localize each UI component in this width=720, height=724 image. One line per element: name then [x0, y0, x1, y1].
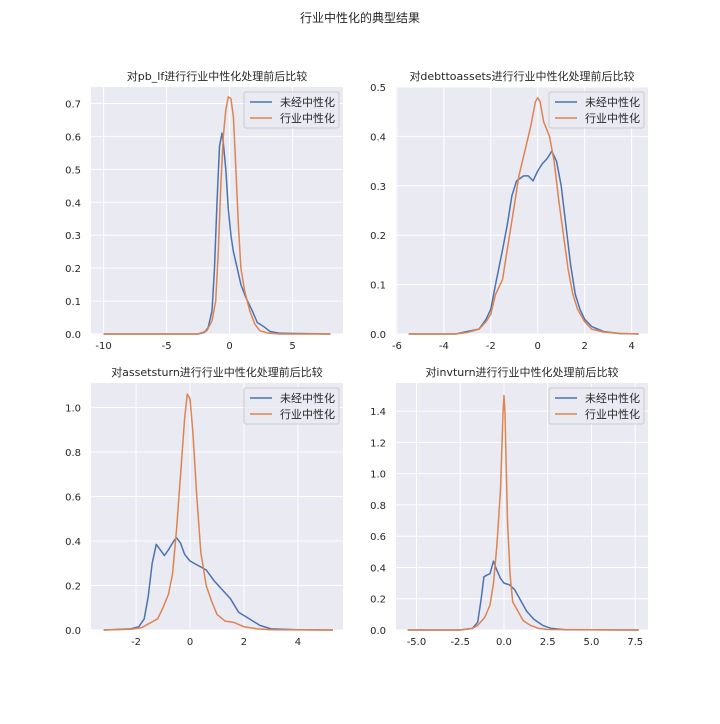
x-tick-label: 2	[241, 637, 247, 648]
subplot-title: 对debttoassets进行行业中性化处理前后比较	[409, 69, 634, 83]
y-tick-label: 1.0	[65, 403, 81, 414]
series-line-2	[103, 96, 331, 335]
y-tick-label: 0.2	[370, 595, 386, 606]
x-tick-label: 4	[295, 637, 301, 648]
y-tick-label: 0.8	[65, 448, 81, 459]
x-tick-label: -10	[95, 341, 111, 352]
legend-label: 行业中性化	[585, 111, 640, 125]
x-tick-label: 7.5	[627, 637, 643, 648]
series-line-1	[407, 560, 639, 631]
y-tick-label: 0.7	[65, 99, 81, 110]
x-tick-label: 5	[289, 341, 295, 352]
y-tick-label: 0.3	[65, 231, 81, 242]
legend-label: 行业中性化	[280, 111, 335, 125]
subplot-title: 对invturn进行行业中性化处理前后比较	[425, 365, 618, 379]
x-tick-label: 2	[581, 341, 587, 352]
y-tick-label: 0.0	[65, 330, 81, 341]
x-tick-label: 0	[226, 341, 232, 352]
legend-box	[243, 91, 340, 129]
series-line-2	[103, 393, 334, 631]
subplot-title: 对assetsturn进行行业中性化处理前后比较	[111, 365, 323, 379]
x-tick-label: 0.0	[496, 637, 512, 648]
legend-label: 未经中性化	[280, 95, 335, 109]
series-line-1	[408, 150, 639, 335]
y-tick-label: 1.2	[370, 438, 386, 449]
y-tick-label: 0.0	[370, 626, 386, 637]
y-tick-label: 1.4	[370, 407, 386, 418]
x-tick-label: -6	[392, 341, 402, 352]
x-tick-label: -4	[439, 341, 449, 352]
subplot-4: 对invturn进行行业中性化处理前后比较 -5.0 -2.5 0.0 2.5 5.0 7.…	[370, 365, 648, 648]
y-tick-label: 0.5	[65, 165, 81, 176]
legend-box	[243, 387, 340, 425]
series-line-2	[407, 394, 639, 631]
legend-box	[548, 387, 645, 425]
y-tick-label: 0.6	[370, 532, 386, 543]
y-tick-label: 0.0	[65, 626, 81, 637]
legend-label: 行业中性化	[280, 407, 335, 421]
series-line-2	[408, 97, 639, 335]
y-tick-label: 0.2	[65, 581, 81, 592]
series-line-1	[103, 132, 331, 335]
series-line-1	[103, 536, 334, 631]
legend-label: 未经中性化	[585, 95, 640, 109]
y-tick-label: 0.4	[370, 132, 386, 143]
figure-title: 行业中性化的典型结果	[300, 10, 420, 25]
y-tick-label: 0.4	[65, 537, 81, 548]
legend-label: 行业中性化	[585, 407, 640, 421]
y-tick-label: 0.4	[370, 563, 386, 574]
legend-label: 未经中性化	[585, 391, 640, 405]
y-tick-label: 1.0	[370, 470, 386, 481]
x-tick-label: -5.0	[407, 637, 427, 648]
legend-box	[548, 91, 645, 129]
subplot-1: 对pb_lf进行行业中性化处理前后比较 -10 -5 0 5 0.0 0.1 0.2 0.3 0.…	[65, 69, 343, 352]
y-tick-label: 0.4	[65, 198, 81, 209]
x-tick-label: 0	[535, 341, 541, 352]
x-tick-label: -2.5	[450, 637, 470, 648]
subplot-3: 对assetsturn进行行业中性化处理前后比较 -2 0 2 4 0.0 0.2 0.4 0.…	[65, 365, 343, 648]
y-tick-label: 0.6	[65, 132, 81, 143]
x-tick-label: 0	[187, 637, 193, 648]
legend-label: 未经中性化	[280, 391, 335, 405]
y-tick-label: 0.2	[370, 231, 386, 242]
y-tick-label: 0.1	[65, 297, 81, 308]
subplot-title: 对pb_lf进行行业中性化处理前后比较	[127, 69, 307, 83]
y-tick-label: 0.1	[370, 281, 386, 292]
x-tick-label: -2	[486, 341, 496, 352]
x-tick-label: 4	[628, 341, 634, 352]
x-tick-label: -5	[162, 341, 172, 352]
y-tick-label: 0.5	[370, 83, 386, 94]
x-tick-label: 2.5	[540, 637, 556, 648]
subplot-2: 对debttoassets进行行业中性化处理前后比较 -6 -4 -2 0 2 4 0.0 0.…	[370, 69, 648, 352]
y-tick-label: 0.3	[370, 182, 386, 193]
y-tick-label: 0.8	[370, 501, 386, 512]
x-tick-label: 5.0	[584, 637, 600, 648]
y-tick-label: 0.2	[65, 264, 81, 275]
y-tick-label: 0.0	[370, 330, 386, 341]
x-tick-label: -2	[131, 637, 141, 648]
y-tick-label: 0.6	[65, 492, 81, 503]
